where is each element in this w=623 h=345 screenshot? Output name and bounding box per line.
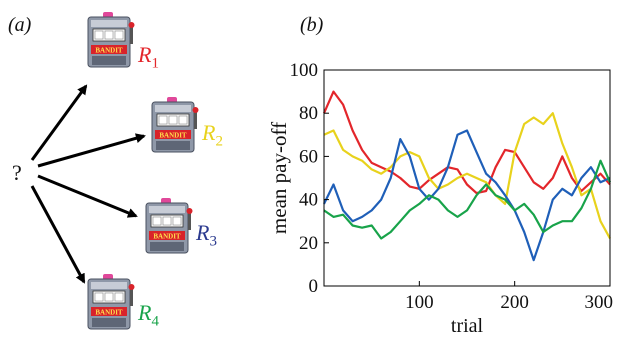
- y-tick-label-80: 80: [299, 103, 318, 124]
- y-tick-label-0: 0: [309, 276, 319, 297]
- y-tick-label-100: 100: [290, 60, 319, 81]
- x-axis-label: trial: [451, 315, 484, 337]
- y-tick-label-20: 20: [299, 233, 318, 254]
- plot-frame: [324, 70, 610, 286]
- y-axis-label: mean pay-off: [267, 122, 291, 234]
- series-line-4: [324, 161, 610, 239]
- y-tick-label-40: 40: [299, 190, 318, 211]
- series-line-3: [324, 131, 610, 261]
- x-tick-label-200: 200: [500, 292, 529, 313]
- x-tick-label-300: 300: [585, 292, 614, 313]
- x-tick-label-100: 100: [405, 292, 434, 313]
- y-tick-label-60: 60: [299, 146, 318, 167]
- series-line-1: [324, 92, 610, 194]
